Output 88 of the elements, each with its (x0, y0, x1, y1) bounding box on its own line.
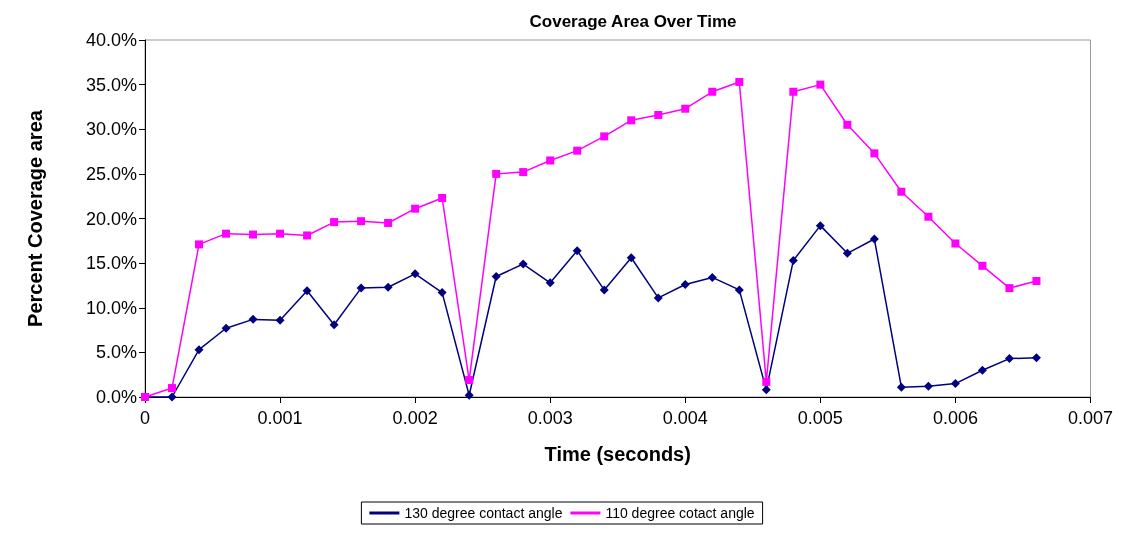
point (221, 323, 231, 333)
point (330, 218, 339, 227)
point (870, 149, 879, 158)
point (734, 285, 744, 295)
point (437, 288, 447, 298)
y-tick-label: 0.0% (95, 387, 137, 407)
point (518, 259, 528, 269)
point (572, 246, 582, 256)
point (248, 314, 258, 324)
x-tick-label: 0.007 (1067, 408, 1113, 428)
point (465, 376, 474, 385)
x-tick-label: 0 (139, 408, 151, 428)
point (815, 221, 825, 231)
point (653, 293, 663, 303)
point (411, 204, 420, 213)
point (222, 229, 231, 238)
legend-label: 110 degree cotact angle (605, 505, 755, 521)
point (167, 392, 177, 402)
y-tick-label: 35.0% (85, 74, 137, 95)
chart-title: Coverage Area Over Time (529, 12, 737, 31)
x-tick-label: 0.006 (932, 408, 978, 428)
point (464, 390, 474, 400)
x-tick-label: 0.002 (392, 408, 438, 428)
point (680, 280, 690, 290)
point (1032, 276, 1041, 285)
point (761, 385, 771, 395)
point (383, 282, 393, 292)
point (573, 146, 582, 155)
point (950, 379, 960, 389)
point (626, 253, 636, 263)
point (1005, 284, 1014, 293)
point (1031, 353, 1041, 363)
point (977, 365, 987, 375)
point (302, 286, 312, 296)
point (195, 240, 204, 249)
point (707, 272, 717, 282)
point (276, 229, 285, 238)
point (923, 381, 933, 391)
point (924, 212, 933, 221)
y-tick-label: 5.0% (95, 342, 137, 363)
point (303, 231, 312, 240)
y-axis-title: Percent Coverage area (24, 109, 46, 327)
x-tick-label: 0.003 (527, 408, 573, 428)
x-tick-label: 0.005 (797, 408, 843, 428)
y-tick-label: 30.0% (85, 119, 137, 140)
point (735, 77, 744, 86)
point (762, 377, 771, 386)
y-tick-label: 15.0% (85, 253, 137, 274)
point (869, 234, 879, 244)
point (816, 80, 825, 89)
point (1004, 354, 1014, 364)
point (546, 156, 555, 165)
point (492, 169, 501, 178)
point (491, 272, 501, 282)
point (194, 345, 204, 355)
point (545, 278, 555, 288)
point (788, 255, 798, 265)
point (843, 120, 852, 129)
legend-label: 130 degree contact angle (404, 505, 563, 521)
point (275, 315, 285, 325)
point (951, 239, 960, 248)
point (842, 248, 852, 258)
x-tick-label: 0.004 (662, 408, 708, 428)
point (329, 320, 339, 330)
point (356, 283, 366, 293)
point (438, 193, 447, 202)
point (896, 382, 906, 392)
point (681, 104, 690, 113)
y-tick-label: 40.0% (85, 30, 137, 50)
point (519, 168, 528, 177)
point (627, 116, 636, 125)
point (978, 261, 987, 270)
x-axis-title: Time (seconds) (544, 443, 691, 465)
point (789, 87, 798, 96)
x-tick-label: 0.001 (257, 408, 303, 428)
y-tick-label: 20.0% (85, 208, 137, 229)
point (410, 269, 420, 279)
point (600, 132, 609, 141)
point (357, 217, 366, 226)
point (599, 285, 609, 295)
y-tick-label: 10.0% (85, 297, 137, 318)
point (654, 110, 663, 119)
point (168, 384, 177, 393)
y-tick-label: 25.0% (85, 163, 137, 184)
point (249, 230, 258, 239)
point (897, 187, 906, 196)
point (384, 218, 393, 227)
point (708, 87, 717, 96)
